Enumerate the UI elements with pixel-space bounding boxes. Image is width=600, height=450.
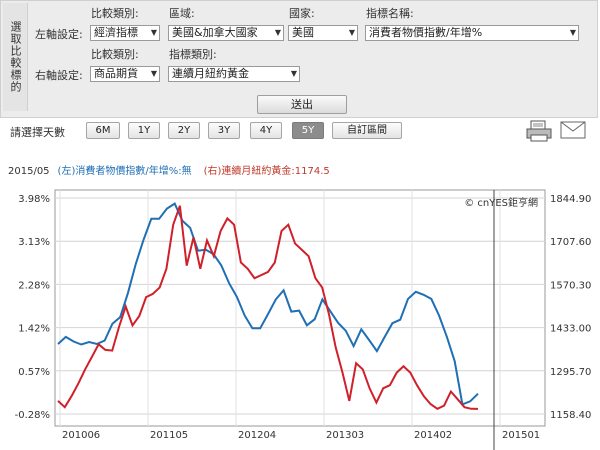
select-target-tab[interactable]: 選取比較標的: [3, 3, 28, 111]
range-1y-button[interactable]: 1Y: [128, 122, 160, 139]
x-tick-label: 201402: [414, 430, 452, 441]
range-2y-button[interactable]: 2Y: [168, 122, 200, 139]
dropdown-arrow-icon: ▼: [290, 69, 297, 78]
y-right-tick-label: 1433.00: [550, 324, 591, 335]
control-panel: 選取比較標的 比較類別: 區域: 國家: 指標名稱: 左軸設定: 經濟指標 ▼ …: [0, 0, 598, 118]
x-tick-label: 201006: [62, 430, 100, 441]
y-left-tick-label: 1.42%: [18, 324, 50, 335]
legend-date: 2015/05: [8, 166, 50, 177]
left-indicator-value: 消費者物價指數/年增%: [369, 26, 483, 39]
indicator-type-label: 指標類別:: [169, 48, 217, 61]
plot-area: [54, 189, 546, 427]
left-axis: 3.98% 3.13% 2.28% 1.42% 0.57% -0.28%: [15, 194, 50, 421]
indicator-name-label: 指標名稱:: [366, 7, 414, 20]
x-tick-label: 201303: [326, 430, 364, 441]
print-icon[interactable]: [525, 120, 553, 142]
dropdown-arrow-icon: ▼: [348, 28, 355, 37]
watermark: © cnYES鉅亨網: [464, 196, 538, 209]
range-3y-button[interactable]: 3Y: [208, 122, 240, 139]
x-axis: 201006 201105 201204 201303 201402 201501: [62, 430, 540, 441]
side-tab-label: 選取比較標的: [9, 21, 22, 93]
range-6m-button[interactable]: 6M: [86, 122, 120, 139]
legend-left-series: (左)消費者物價指數/年增%:無: [57, 166, 192, 177]
range-4y-button[interactable]: 4Y: [250, 122, 282, 139]
country-label: 國家:: [289, 7, 315, 20]
y-left-tick-label: 2.28%: [18, 280, 50, 291]
chart-legend: 2015/05 (左)消費者物價指數/年增%:無 (右)連續月紐約黃金:1174.5: [8, 162, 330, 177]
right-compare-type-select[interactable]: 商品期貨 ▼: [90, 66, 160, 82]
y-left-tick-label: 3.13%: [18, 237, 50, 248]
compare-type-label-2: 比較類別:: [91, 48, 139, 61]
series-line-cpi: [57, 202, 479, 406]
submit-button[interactable]: 送出: [257, 95, 347, 114]
right-axis: 1844.90 1707.60 1570.30 1433.00 1295.70 1158.…: [550, 194, 591, 421]
y-right-tick-label: 1295.70: [550, 367, 591, 378]
left-compare-type-value: 經濟指標: [94, 26, 138, 39]
range-5y-button[interactable]: 5Y: [292, 122, 324, 139]
right-indicator-value: 連續月紐約黃金: [172, 67, 249, 80]
y-left-tick-label: 3.98%: [18, 194, 50, 205]
x-tick-label: 201501: [502, 430, 540, 441]
right-indicator-select[interactable]: 連續月紐約黃金 ▼: [168, 66, 300, 82]
dropdown-arrow-icon: ▼: [274, 28, 281, 37]
x-tick-label: 201105: [150, 430, 188, 441]
y-left-tick-label: -0.28%: [15, 410, 50, 421]
y-right-tick-label: 1158.40: [550, 410, 591, 421]
left-axis-label: 左軸設定:: [35, 28, 83, 41]
left-region-select[interactable]: 美國&加拿大國家 ▼: [168, 25, 284, 41]
right-compare-type-value: 商品期貨: [94, 67, 138, 80]
compare-type-label: 比較類別:: [91, 7, 139, 20]
left-country-select[interactable]: 美國 ▼: [288, 25, 358, 41]
dropdown-arrow-icon: ▼: [569, 28, 576, 37]
legend-right-series: (右)連續月紐約黃金:1174.5: [203, 166, 330, 177]
region-label: 區域:: [169, 7, 195, 20]
y-left-tick-label: 0.57%: [18, 367, 50, 378]
y-right-tick-label: 1570.30: [550, 280, 591, 291]
dropdown-arrow-icon: ▼: [150, 28, 157, 37]
grid: [55, 190, 545, 426]
series-lines: [57, 202, 479, 410]
right-axis-label: 右軸設定:: [35, 69, 83, 82]
mail-icon[interactable]: [560, 121, 586, 139]
range-custom-button[interactable]: 自訂區間: [332, 122, 402, 139]
y-right-tick-label: 1707.60: [550, 237, 591, 248]
y-right-tick-label: 1844.90: [550, 194, 591, 205]
range-label: 請選擇天數: [10, 126, 65, 139]
left-region-value: 美國&加拿大國家: [172, 26, 258, 39]
x-tick-label: 201204: [238, 430, 276, 441]
left-indicator-select[interactable]: 消費者物價指數/年增% ▼: [365, 25, 579, 41]
series-line-gold: [57, 205, 479, 410]
dropdown-arrow-icon: ▼: [150, 69, 157, 78]
left-country-value: 美國: [292, 26, 314, 39]
left-compare-type-select[interactable]: 經濟指標 ▼: [90, 25, 160, 41]
